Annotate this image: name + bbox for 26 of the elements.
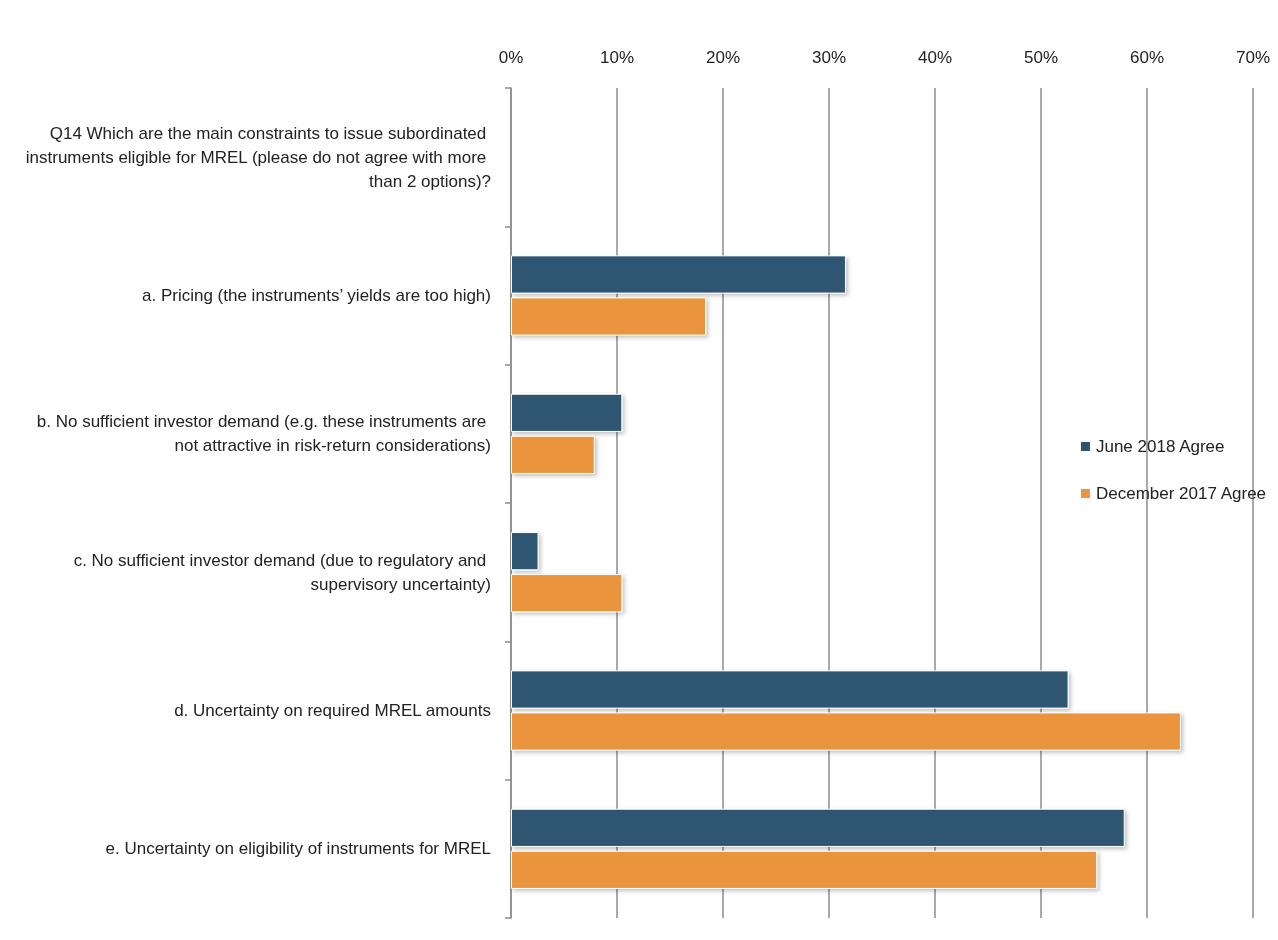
y-tick-label: e. Uncertainty on eligibility of instruments for MREL — [105, 839, 491, 859]
x-tick-label: 20% — [705, 48, 741, 67]
bar — [511, 670, 1069, 709]
x-tick-label: 0% — [498, 48, 524, 67]
bar — [511, 850, 1098, 889]
y-tick-label: b. No sufficient investor demand (e.g. these instruments are not attractive in risk-return considerations) — [36, 412, 491, 456]
bar — [511, 393, 623, 432]
bar — [511, 574, 623, 613]
x-tick-label: 50% — [1023, 48, 1059, 67]
legend-label: June 2018 Agree — [1095, 437, 1225, 456]
x-tick-label: 30% — [811, 48, 847, 67]
x-tick-label: 60% — [1129, 48, 1165, 67]
x-tick-label: 10% — [599, 48, 635, 67]
bar — [511, 435, 595, 474]
x-tick-label: 40% — [917, 48, 953, 67]
x-tick-label: 70% — [1235, 48, 1271, 67]
bar — [511, 808, 1125, 847]
y-tick-label: Q14 Which are the main constraints to issue subordinated instruments eligible for MREL (please do not agree with more than 2 options)? — [25, 123, 491, 191]
y-tick-label: d. Uncertainty on required MREL amounts — [174, 701, 491, 720]
legend-label: December 2017 Agree — [1095, 484, 1267, 503]
y-tick-label: c. No sufficient investor demand (due to regulatory and supervisory uncertainty) — [73, 550, 491, 594]
bar — [511, 532, 539, 571]
bar — [511, 297, 707, 336]
bar — [511, 255, 846, 294]
y-tick-label: a. Pricing (the instruments’ yields are too high) — [142, 286, 491, 305]
bar — [511, 712, 1181, 751]
